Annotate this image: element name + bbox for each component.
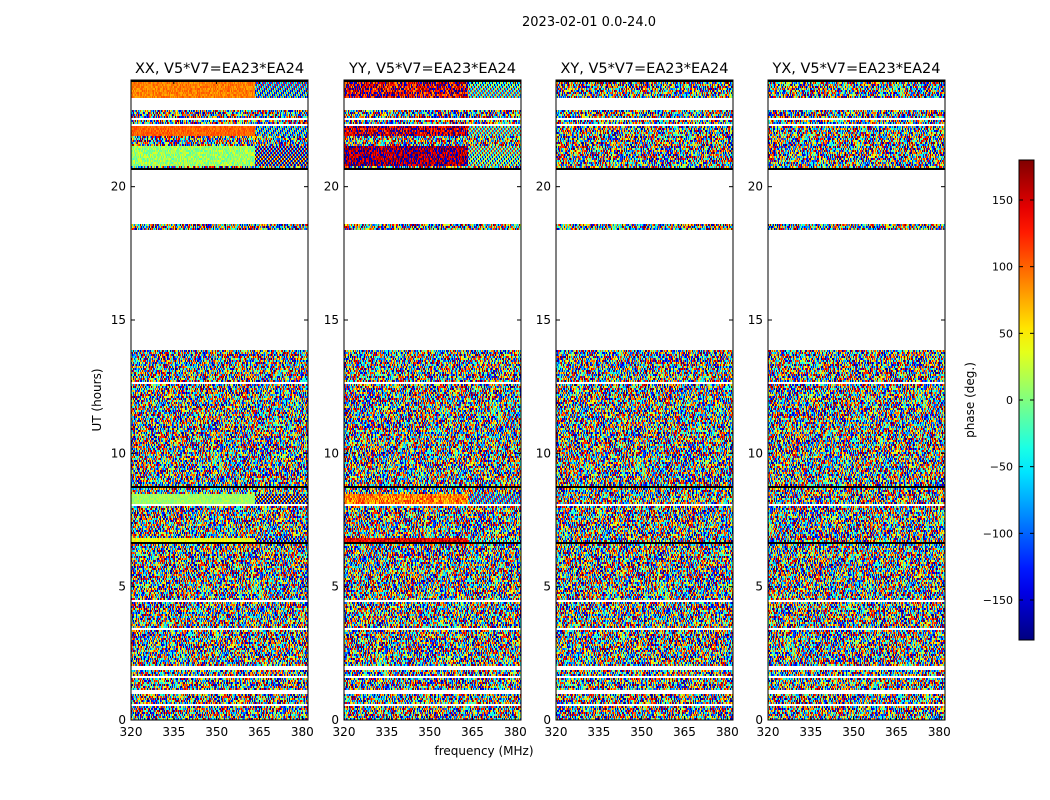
x-tick-label: 320 xyxy=(120,725,143,739)
panel-yy: YY, V5*V7=EA23*EA24 320 335 350 365 380 0 5 10 15… xyxy=(324,61,527,739)
panel-title: XY, V5*V7=EA23*EA24 xyxy=(560,61,728,77)
y-tick-label: 0 xyxy=(755,713,763,727)
y-tick-label: 15 xyxy=(536,313,551,327)
y-tick-label: 5 xyxy=(755,580,763,594)
colorbar-tick-label: 150 xyxy=(992,194,1013,207)
x-tick-label: 350 xyxy=(205,725,228,739)
phase-image-xy xyxy=(556,80,733,720)
phase-image-yx xyxy=(768,80,945,720)
panel-xx: XX, V5*V7=EA23*EA24 320 335 350 365 380 0 5 10 15… xyxy=(111,61,314,739)
y-tick-label: 5 xyxy=(118,580,126,594)
y-tick-label: 5 xyxy=(331,580,339,594)
y-tick-label: 5 xyxy=(543,580,551,594)
y-tick-label: 15 xyxy=(111,313,126,327)
colorbar: −150 −100 −50 0 50 100 150 xyxy=(983,159,1035,641)
x-tick-label: 380 xyxy=(504,725,527,739)
y-tick-label: 20 xyxy=(324,180,339,194)
colorbar-tick-label: −50 xyxy=(990,461,1013,474)
x-tick-label: 365 xyxy=(885,725,908,739)
x-tick-label: 350 xyxy=(842,725,865,739)
phase-image-yy xyxy=(344,80,521,720)
y-tick-label: 10 xyxy=(111,446,126,460)
x-tick-label: 335 xyxy=(799,725,822,739)
y-tick-label: 15 xyxy=(748,313,763,327)
x-tick-label: 320 xyxy=(545,725,568,739)
x-tick-label: 335 xyxy=(162,725,185,739)
colorbar-tick-label: −150 xyxy=(983,594,1013,607)
y-tick-label: 0 xyxy=(543,713,551,727)
x-tick-label: 350 xyxy=(630,725,653,739)
colorbar-tick-label: 100 xyxy=(992,261,1013,274)
x-tick-label: 320 xyxy=(333,725,356,739)
x-tick-label: 350 xyxy=(418,725,441,739)
panel-frame xyxy=(555,79,734,721)
colorbar-label: phase (deg.) xyxy=(963,362,977,438)
x-axis-label: frequency (MHz) xyxy=(434,744,533,758)
x-tick-label: 335 xyxy=(587,725,610,739)
panel-yx: YX, V5*V7=EA23*EA24 320 335 350 365 380 0 5 10 15… xyxy=(748,61,951,739)
y-tick-label: 10 xyxy=(324,446,339,460)
colorbar-tick-label: −100 xyxy=(983,527,1013,540)
colorbar-tick-label: 50 xyxy=(999,327,1013,340)
phase-image-xx xyxy=(131,80,308,720)
y-tick-label: 10 xyxy=(536,446,551,460)
panel-frame xyxy=(130,79,309,721)
x-tick-label: 365 xyxy=(673,725,696,739)
y-tick-label: 0 xyxy=(331,713,339,727)
y-tick-label: 20 xyxy=(111,180,126,194)
x-tick-label: 320 xyxy=(757,725,780,739)
panel-frame xyxy=(343,79,522,721)
panel-title: YY, V5*V7=EA23*EA24 xyxy=(348,61,516,77)
y-axis-label: UT (hours) xyxy=(90,368,104,431)
x-tick-label: 365 xyxy=(461,725,484,739)
panel-xy: XY, V5*V7=EA23*EA24 320 335 350 365 380 0 5 10 15… xyxy=(536,61,739,739)
x-tick-label: 380 xyxy=(291,725,314,739)
x-tick-label: 380 xyxy=(928,725,951,739)
figure-title: 2023-02-01 0.0-24.0 xyxy=(522,15,656,30)
colorbar-tick-label: 0 xyxy=(1006,394,1013,407)
y-tick-label: 0 xyxy=(118,713,126,727)
panel-title: YX, V5*V7=EA23*EA24 xyxy=(771,61,940,77)
x-tick-label: 365 xyxy=(248,725,271,739)
y-tick-label: 20 xyxy=(748,180,763,194)
x-tick-label: 380 xyxy=(716,725,739,739)
y-tick-label: 20 xyxy=(536,180,551,194)
x-tick-label: 335 xyxy=(375,725,398,739)
y-tick-label: 10 xyxy=(748,446,763,460)
y-tick-label: 15 xyxy=(324,313,339,327)
panel-frame xyxy=(767,79,946,721)
panels: XX, V5*V7=EA23*EA24 320 335 350 365 380 0 5 10 15… xyxy=(111,61,951,739)
panel-title: XX, V5*V7=EA23*EA24 xyxy=(135,61,304,77)
